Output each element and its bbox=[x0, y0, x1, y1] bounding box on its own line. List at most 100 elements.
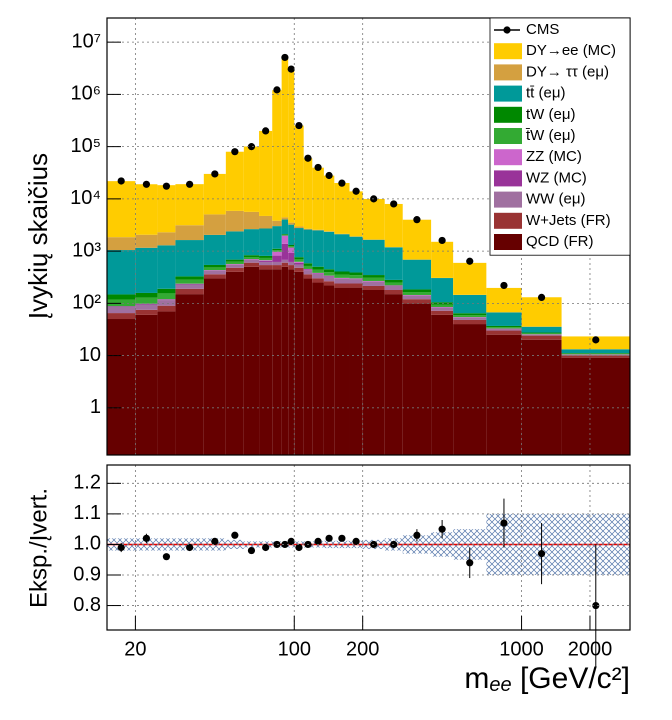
legend-swatch bbox=[494, 212, 522, 229]
hist-bar bbox=[157, 288, 176, 294]
hist-bar bbox=[453, 313, 487, 316]
hist-bar bbox=[288, 69, 295, 223]
ratio-point bbox=[592, 601, 600, 610]
hist-bar bbox=[203, 274, 226, 279]
hist-bar bbox=[281, 262, 289, 267]
hist-bar bbox=[323, 276, 335, 282]
hist-bar bbox=[402, 292, 432, 295]
hist-bar bbox=[323, 269, 335, 273]
legend-label: DY→ee (MC) bbox=[526, 42, 616, 59]
hist-bar bbox=[294, 267, 304, 272]
legend-swatch bbox=[494, 85, 522, 102]
hist-bar bbox=[561, 353, 630, 355]
hist-bar bbox=[175, 184, 204, 226]
hist-bar bbox=[431, 307, 454, 311]
hist-bar bbox=[521, 334, 562, 336]
hist-bar bbox=[135, 297, 158, 304]
ratio-point bbox=[142, 534, 151, 542]
legend-label: t̄W (eμ) bbox=[525, 127, 576, 144]
hist-bar bbox=[175, 288, 204, 295]
hist-bar bbox=[175, 225, 204, 241]
hist-bar bbox=[431, 310, 454, 315]
hist-bar bbox=[384, 203, 403, 248]
hist-bar bbox=[107, 306, 136, 308]
hist-bar bbox=[107, 250, 136, 295]
hist-bar bbox=[402, 303, 432, 455]
ratio-border bbox=[106, 464, 631, 631]
y-tick-label: 1.0 bbox=[73, 533, 101, 555]
hist-bar bbox=[288, 261, 295, 266]
hist-bar bbox=[243, 266, 260, 455]
hist-bar bbox=[384, 279, 403, 283]
hist-bar bbox=[272, 255, 282, 262]
data-point bbox=[390, 200, 398, 208]
data-point bbox=[438, 236, 446, 245]
hist-bar bbox=[259, 257, 273, 261]
hist-bar bbox=[303, 158, 313, 229]
hist-bar bbox=[303, 265, 313, 269]
hist-bar bbox=[303, 229, 313, 264]
ratio-point bbox=[295, 543, 303, 552]
ratio-y-axis-label: Eksp./Įvert. bbox=[25, 488, 52, 608]
y-tick-label: 1 bbox=[90, 396, 101, 418]
hist-bar bbox=[334, 278, 350, 279]
legend-label: ZZ (MC) bbox=[526, 148, 582, 165]
hist-bar bbox=[323, 281, 335, 286]
hist-bar bbox=[294, 264, 304, 268]
hist-bar bbox=[323, 285, 335, 455]
data-point bbox=[304, 154, 312, 162]
hist-bar bbox=[135, 304, 158, 310]
ratio-point bbox=[262, 543, 270, 552]
hist-bar bbox=[303, 263, 313, 266]
hist-bar bbox=[323, 231, 335, 270]
y-tick-label: 0.9 bbox=[73, 563, 101, 585]
legend-marker bbox=[503, 26, 511, 34]
hist-bar bbox=[243, 262, 260, 267]
hist-bar bbox=[135, 234, 158, 248]
data-point bbox=[500, 281, 508, 290]
hist-bar bbox=[431, 241, 454, 278]
legend-swatch bbox=[494, 128, 522, 144]
hist-bar bbox=[334, 278, 350, 284]
hist-bar bbox=[384, 282, 403, 286]
hist-bar bbox=[107, 181, 136, 238]
hist-bar bbox=[225, 210, 244, 232]
data-point bbox=[231, 148, 239, 156]
hist-bar bbox=[272, 265, 282, 270]
ratio-point bbox=[281, 540, 289, 549]
hist-bar bbox=[349, 279, 363, 284]
hist-bar bbox=[203, 264, 226, 268]
hist-bar bbox=[303, 278, 313, 455]
ratio-point bbox=[352, 537, 360, 545]
hist-bar bbox=[521, 326, 562, 333]
hist-bar bbox=[272, 220, 282, 227]
hist-bar bbox=[402, 219, 432, 260]
data-point bbox=[338, 179, 346, 187]
x-tick-label: 100 bbox=[278, 638, 311, 660]
hist-bar bbox=[272, 269, 282, 455]
ratio-point bbox=[231, 531, 239, 539]
legend-label: DY→ ττ (eμ) bbox=[526, 63, 609, 80]
hist-bar bbox=[334, 274, 350, 278]
hist-bar bbox=[175, 276, 204, 280]
hist-bar bbox=[157, 305, 176, 312]
hist-bar bbox=[157, 232, 176, 246]
hist-bar bbox=[362, 289, 385, 455]
hist-bar bbox=[561, 354, 630, 356]
y-tick-label: 10⁴ bbox=[70, 187, 101, 209]
hist-bar bbox=[402, 299, 432, 304]
hist-bar bbox=[203, 267, 226, 271]
hist-bar bbox=[431, 304, 454, 308]
legend-label: tt̄ (eμ) bbox=[526, 85, 565, 102]
hist-bar bbox=[157, 311, 176, 455]
hist-bar bbox=[486, 330, 522, 335]
y-tick-label: 10⁷ bbox=[72, 30, 101, 52]
hist-bar bbox=[203, 234, 226, 265]
hist-bar bbox=[272, 261, 282, 266]
x-axis-label: mee [GeV/c²] bbox=[464, 662, 630, 696]
hist-bar bbox=[334, 182, 350, 234]
hist-bar bbox=[453, 294, 487, 314]
ratio-point bbox=[247, 546, 256, 555]
hist-bar bbox=[402, 259, 432, 290]
